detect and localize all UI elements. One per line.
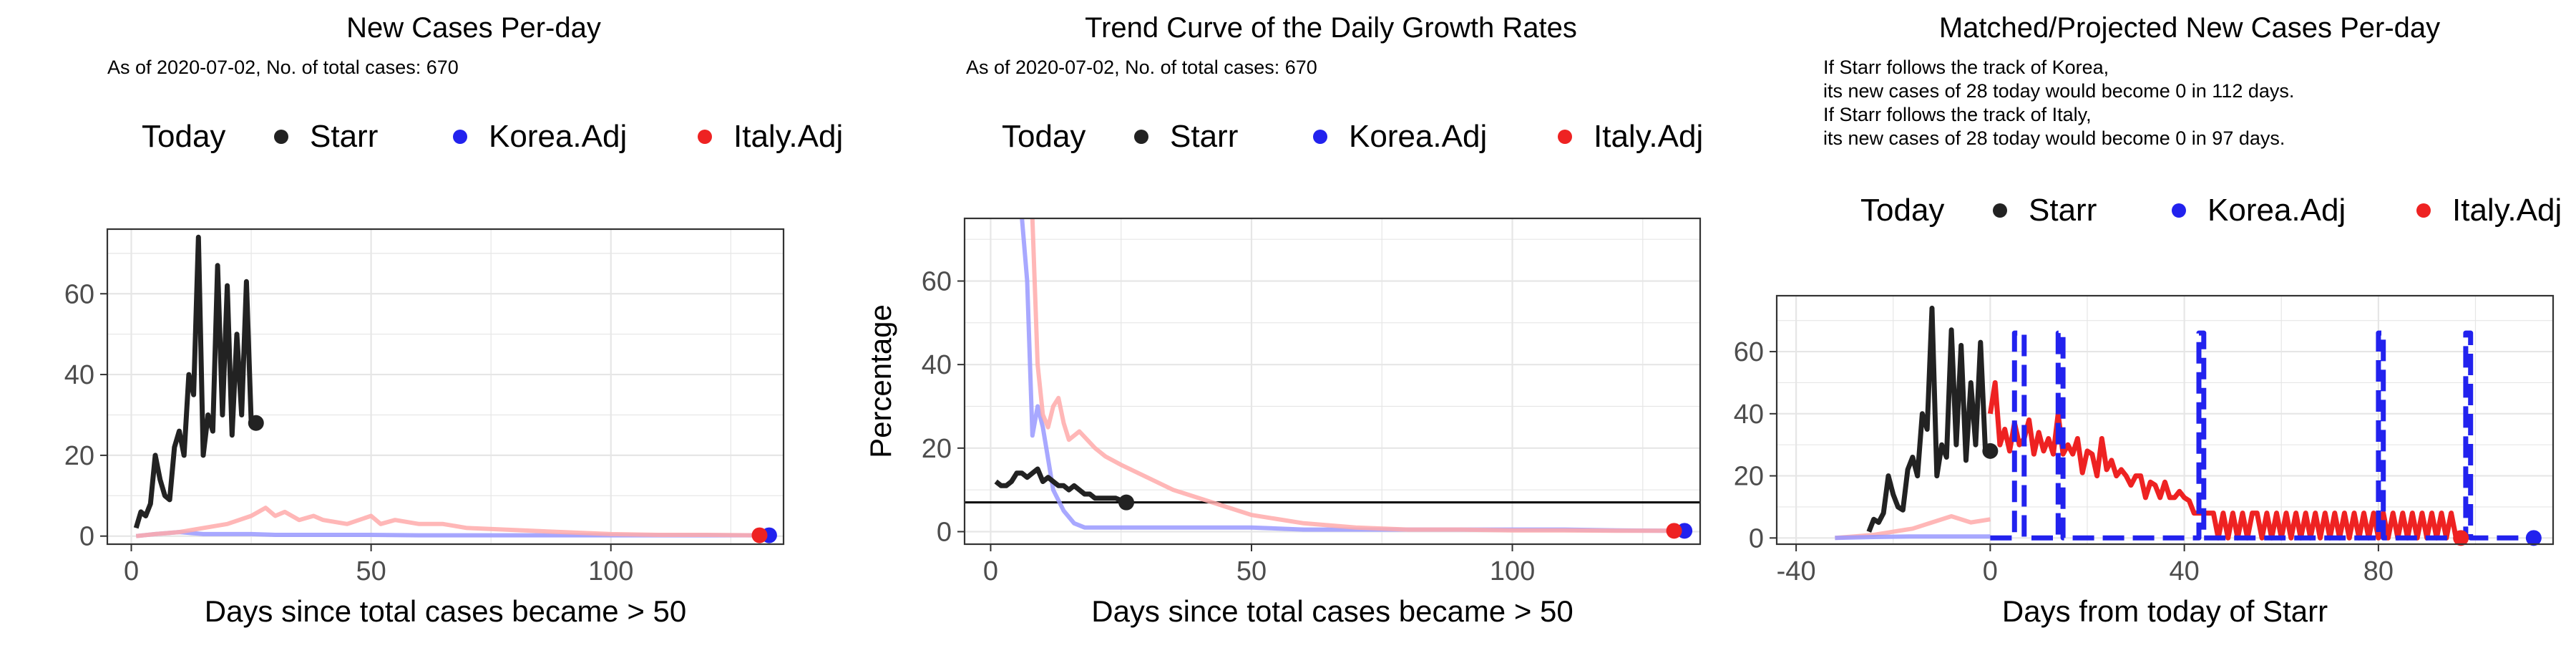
series-line-italy-adj	[1030, 218, 1674, 533]
legend-key-italy-adj	[698, 130, 712, 144]
x-tick-label: 100	[1490, 556, 1535, 586]
y-tick-label: 60	[1734, 337, 1764, 367]
chart-subtitle: As of 2020-07-02, No. of total cases: 67…	[107, 57, 459, 78]
today-point-italy-adj	[751, 527, 768, 543]
legend-key-italy-adj	[1558, 130, 1572, 144]
x-axis-label: Days since total cases became > 50	[1091, 594, 1574, 628]
legend: Today Starr Korea.Adj Italy.Adj	[1002, 119, 1703, 154]
y-tick-label: 20	[64, 441, 94, 471]
x-tick-label: 50	[1236, 556, 1267, 586]
chart-panel-3: Matched/Projected New Cases Per-day If St…	[1734, 12, 2562, 628]
legend-title: Today	[1002, 119, 1085, 154]
chart-title: Trend Curve of the Daily Growth Rates	[1085, 12, 1577, 44]
series-line-korea-adj-history-	[1835, 534, 1991, 541]
subtitle-line: As of 2020-07-02, No. of total cases: 67…	[966, 57, 1317, 78]
series-line-italy-adj	[135, 506, 760, 538]
y-tick-label: 0	[79, 522, 94, 552]
today-point-italy-adj	[1666, 523, 1682, 539]
subtitle-line: its new cases of 28 today would become 0…	[1823, 80, 2294, 102]
legend-title: Today	[1860, 193, 1944, 228]
plot-border	[106, 228, 785, 546]
legend-label: Italy.Adj	[1594, 119, 1703, 154]
x-tick-label: 40	[2169, 556, 2199, 586]
subtitle-line: its new cases of 28 today would become 0…	[1823, 127, 2285, 149]
axis-ticks: 0 50 100 0 20 40 60	[64, 279, 634, 586]
legend-label: Starr	[2029, 193, 2097, 228]
legend-key-starr	[1993, 203, 2007, 218]
data-layer	[1835, 305, 2534, 541]
legend-title: Today	[142, 119, 225, 154]
axis-ticks: 0 50 100 0 20 40 60	[922, 267, 1536, 587]
legend-label: Starr	[310, 119, 378, 154]
plot-area	[965, 218, 1700, 544]
y-axis-label: Percentage	[864, 304, 897, 458]
x-tick-label: 0	[983, 556, 998, 586]
legend-label: Italy.Adj	[2452, 193, 2562, 228]
plot-area	[107, 229, 784, 544]
data-layer	[133, 234, 769, 538]
x-tick-label: 0	[1983, 556, 1998, 586]
subtitle-line: As of 2020-07-02, No. of total cases: 67…	[107, 57, 459, 78]
series-line-italy-adj	[1987, 380, 2462, 541]
subtitle-line: If Starr follows the track of Korea,	[1823, 57, 2109, 78]
legend: Today Starr Korea.Adj Italy.Adj	[1860, 193, 2562, 228]
x-tick-label: -40	[1777, 556, 1816, 586]
plot-border	[1775, 294, 2555, 546]
series-line-starr	[133, 234, 256, 529]
legend-key-italy-adj	[2416, 203, 2431, 218]
chart-title: Matched/Projected New Cases Per-day	[1939, 12, 2440, 44]
series-line-korea-adj	[1990, 330, 2534, 541]
today-point-starr	[1982, 443, 1999, 459]
legend-key-korea-adj	[2172, 203, 2186, 218]
today-point-starr	[1118, 494, 1135, 511]
data-layer	[965, 218, 1700, 533]
y-tick-label: 0	[937, 518, 952, 548]
subtitle-line: If Starr follows the track of Italy,	[1823, 104, 2092, 125]
x-tick-label: 0	[124, 556, 139, 586]
y-tick-label: 20	[922, 434, 952, 464]
today-point-starr	[248, 415, 264, 431]
chart-title: New Cases Per-day	[346, 12, 601, 44]
y-tick-label: 60	[922, 267, 952, 297]
series-line-starr	[994, 466, 1128, 505]
y-tick-label: 40	[1734, 400, 1764, 430]
x-axis-label: Days since total cases became > 50	[205, 594, 687, 628]
y-tick-label: 40	[922, 350, 952, 380]
x-axis-label: Days from today of Starr	[2002, 594, 2328, 628]
legend-label: Italy.Adj	[733, 119, 843, 154]
legend-key-starr	[1134, 130, 1148, 144]
axis-ticks: -40 0 40 80 0 20 40 60	[1734, 337, 2394, 586]
y-tick-label: 60	[64, 279, 94, 309]
legend-label: Korea.Adj	[489, 119, 627, 154]
legend-key-korea-adj	[1313, 130, 1327, 144]
legend-key-korea-adj	[453, 130, 467, 144]
x-tick-label: 50	[356, 556, 386, 586]
legend-key-starr	[274, 130, 288, 144]
series-line-starr	[1866, 305, 1991, 533]
x-tick-label: 80	[2363, 556, 2394, 586]
plot-border	[963, 217, 1702, 546]
legend-label: Korea.Adj	[1349, 119, 1487, 154]
y-tick-label: 0	[1749, 523, 1764, 553]
chart-panel-2: Trend Curve of the Daily Growth Rates As …	[864, 12, 1703, 628]
x-tick-label: 100	[588, 556, 633, 586]
chart-panel-1: New Cases Per-day As of 2020-07-02, No. o…	[64, 12, 844, 628]
legend-label: Korea.Adj	[2207, 193, 2346, 228]
chart-subtitle: As of 2020-07-02, No. of total cases: 67…	[966, 57, 1317, 78]
legend: Today Starr Korea.Adj Italy.Adj	[142, 119, 843, 154]
legend-label: Starr	[1170, 119, 1238, 154]
today-point-italy-adj	[2453, 530, 2469, 546]
today-point-korea-adj	[2525, 530, 2542, 546]
y-tick-label: 40	[64, 360, 94, 390]
chart-subtitle: If Starr follows the track of Korea, its …	[1823, 57, 2294, 149]
y-tick-label: 20	[1734, 462, 1764, 492]
